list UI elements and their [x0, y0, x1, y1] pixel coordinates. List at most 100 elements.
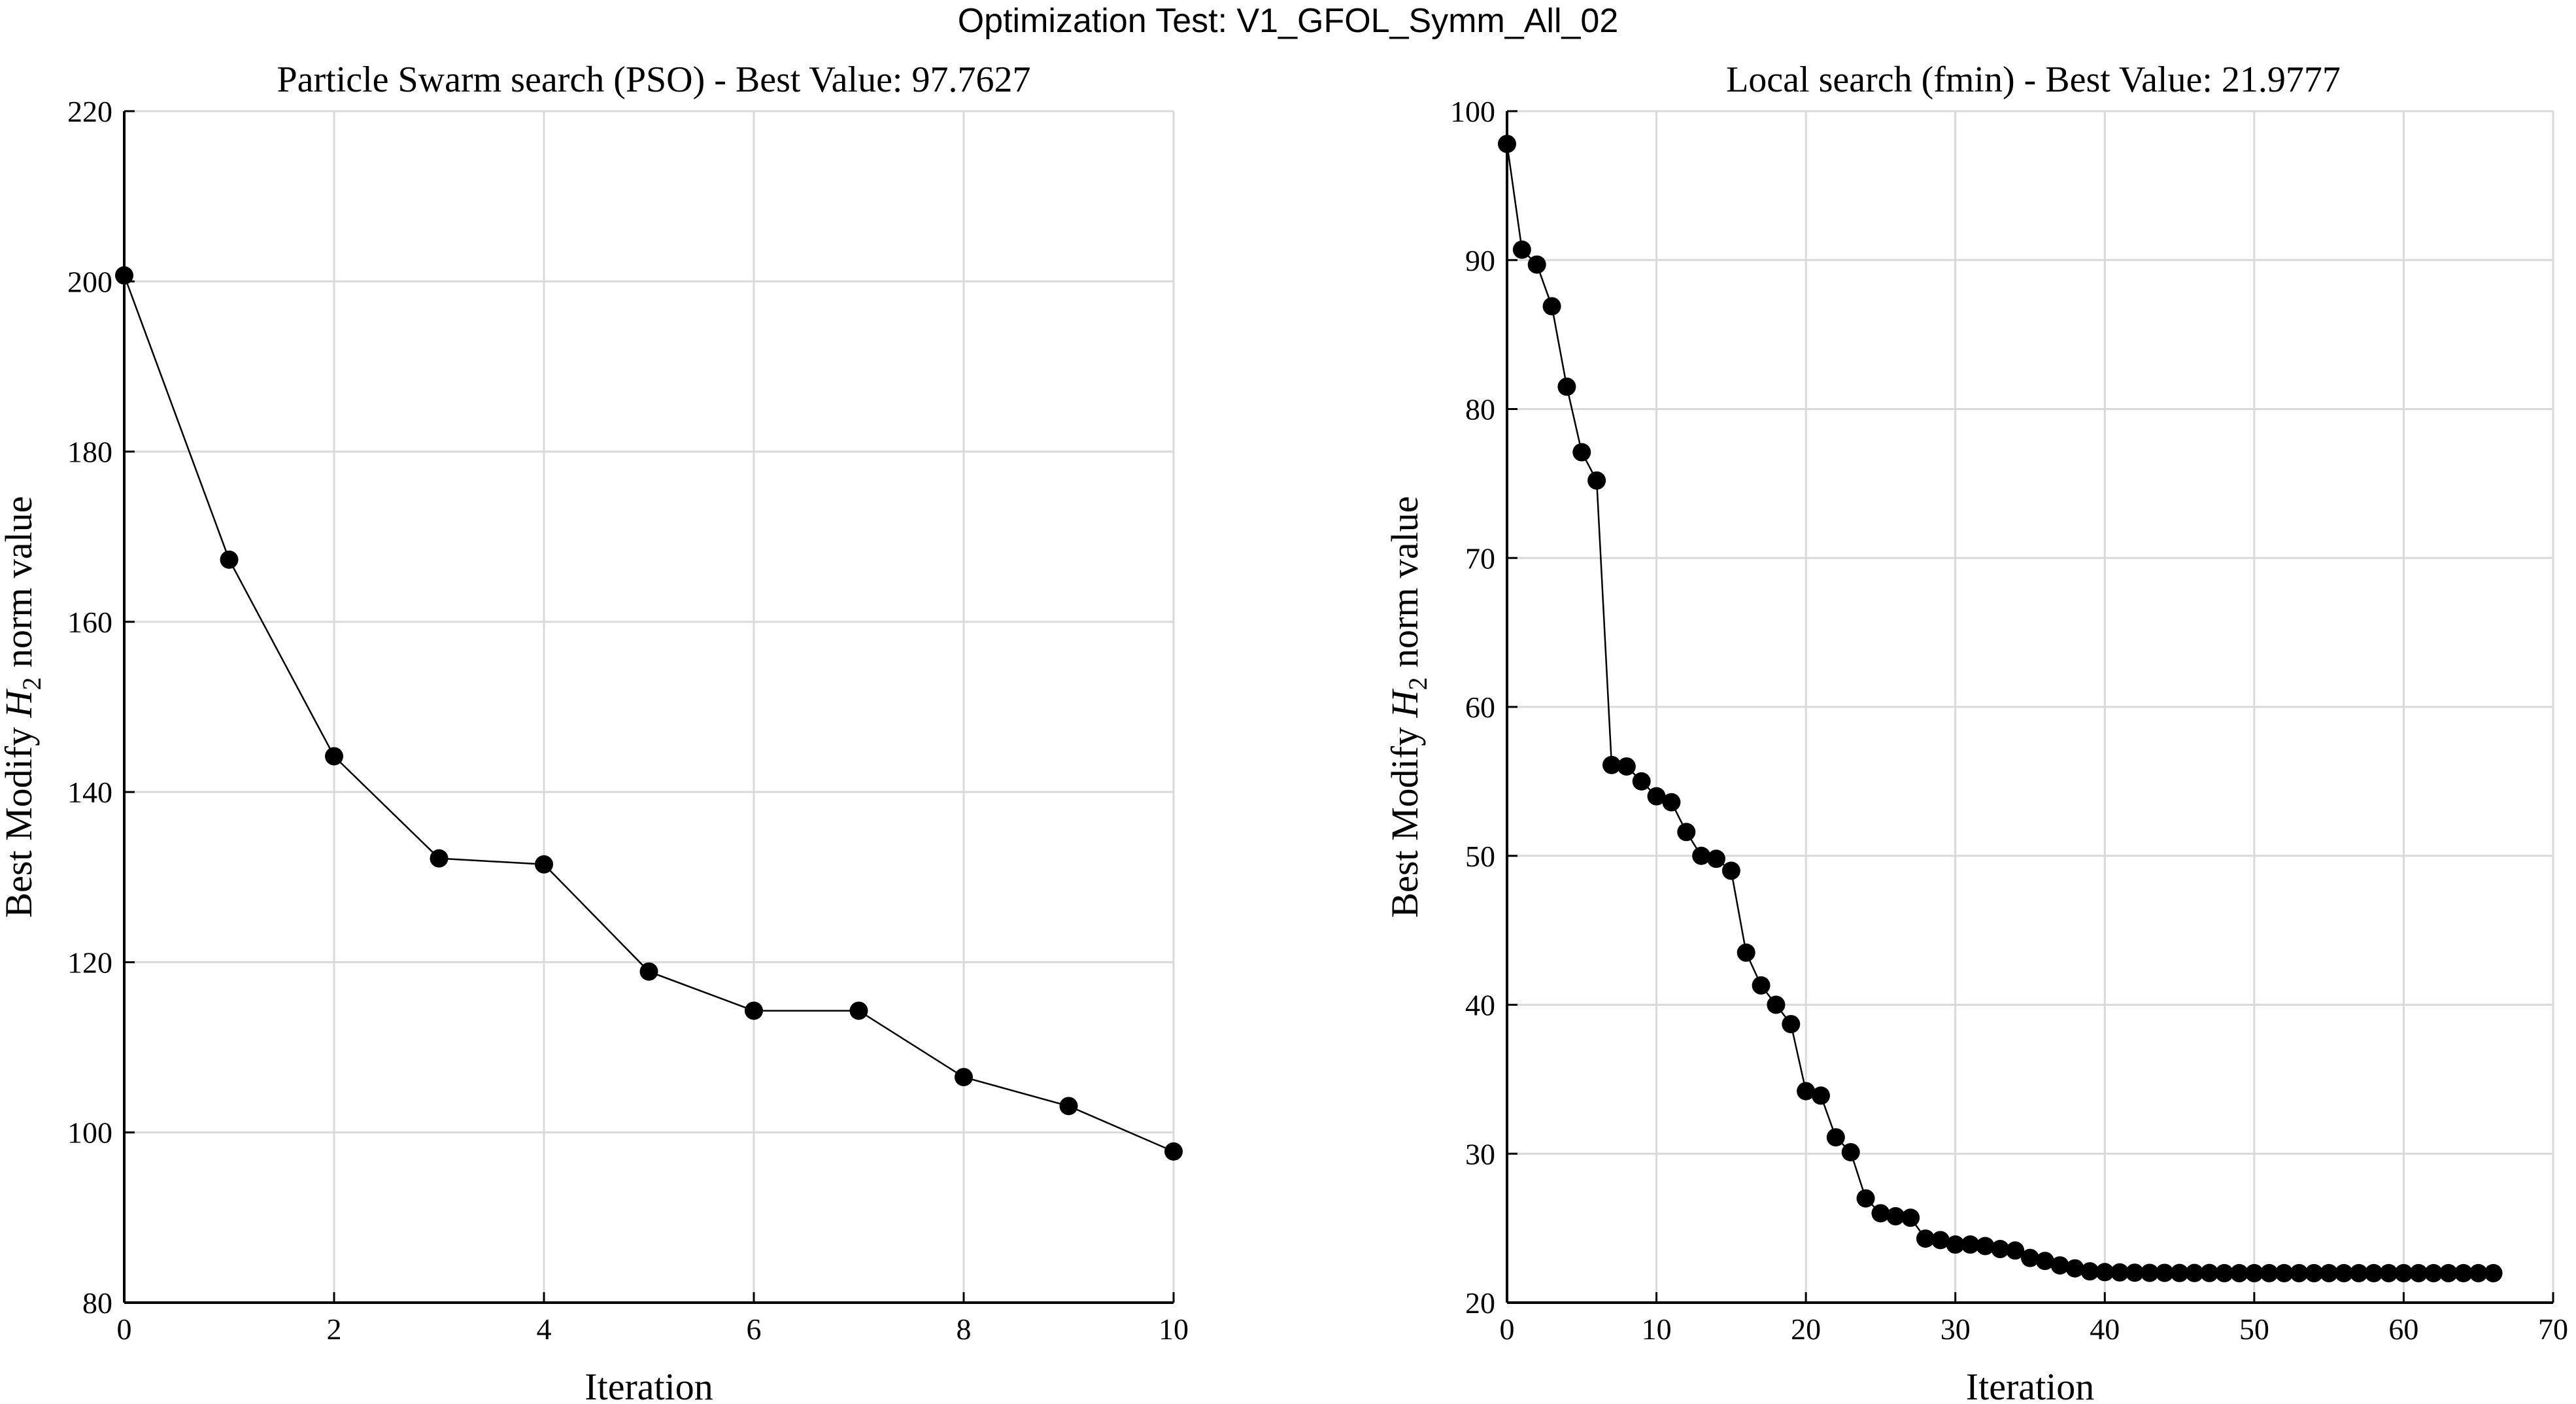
x-tick-label-6: 60: [2388, 1312, 2418, 1346]
data-point-40: [2095, 1263, 2114, 1282]
x-tick-label-7: 70: [2538, 1312, 2568, 1346]
pso-plot: 0 2 4 6 8 10 80 100 120 140 160 180 200 220 Particle S…: [0, 60, 1189, 1404]
data-point-55: [2320, 1263, 2339, 1282]
x-tick-label-3: 6: [747, 1312, 762, 1346]
y-label-part-2: H: [0, 688, 40, 718]
y-label-part-3: 2: [1403, 677, 1432, 691]
x-tick-label-2: 4: [537, 1312, 552, 1346]
data-point-56: [2335, 1263, 2353, 1282]
figure-title: Optimization Test: V1_GFOL_Symm_All_02: [957, 2, 1619, 40]
y-tick-label-0: 20: [1465, 1286, 1495, 1320]
data-point-65: [2469, 1263, 2488, 1282]
data-point-29: [1931, 1231, 1950, 1250]
data-point-0: [115, 266, 133, 285]
y-tick-label-4: 160: [67, 606, 112, 639]
y-label-part-3: 2: [17, 677, 46, 691]
data-point-50: [2245, 1263, 2263, 1282]
pso-plot-title: Particle Swarm search (PSO) - Best Value…: [277, 60, 1031, 100]
y-tick-label-8: 100: [1450, 95, 1495, 128]
data-point-0: [1498, 135, 1516, 154]
fmin-plot: 0 10 20 30 40 50 60 70 20 30 40 50 60 70 80 90 100 Local …: [1383, 60, 2568, 1404]
data-point-37: [2050, 1256, 2069, 1275]
data-point-36: [2035, 1252, 2054, 1271]
data-point-9: [1632, 772, 1651, 791]
y-tick-label-4: 60: [1465, 691, 1495, 724]
data-point-31: [1961, 1235, 1980, 1254]
y-tick-label-6: 200: [67, 265, 112, 298]
data-point-5: [1572, 443, 1591, 462]
data-point-7: [1602, 755, 1621, 774]
data-point-17: [1752, 976, 1771, 995]
x-tick-label-1: 10: [1642, 1312, 1672, 1346]
data-point-47: [2200, 1263, 2219, 1282]
x-axis-label: Iteration: [585, 1365, 713, 1404]
data-point-16: [1737, 943, 1755, 962]
data-point-2: [1527, 255, 1546, 274]
data-point-12: [1677, 823, 1696, 842]
y-axis-label: Best Modify H2 norm value: [0, 496, 46, 917]
data-point-43: [2140, 1263, 2159, 1282]
data-point-58: [2364, 1263, 2383, 1282]
data-point-18: [1767, 995, 1786, 1014]
y-tick-label-0: 80: [82, 1286, 112, 1320]
data-point-5: [639, 962, 658, 981]
data-point-34: [2006, 1241, 2025, 1260]
data-point-3: [430, 849, 449, 868]
series-line: [123, 275, 1174, 1153]
y-tick-label-5: 180: [67, 436, 112, 469]
x-tick-label-2: 20: [1791, 1312, 1821, 1346]
data-point-1: [220, 550, 239, 569]
data-point-2: [325, 747, 343, 766]
y-tick-label-1: 30: [1465, 1137, 1495, 1171]
x-tick-label-4: 40: [2090, 1312, 2120, 1346]
data-point-4: [1557, 377, 1576, 396]
data-point-19: [1782, 1015, 1801, 1034]
data-point-66: [2484, 1263, 2503, 1282]
data-point-8: [955, 1068, 973, 1087]
x-tick-label-5: 50: [2239, 1312, 2269, 1346]
data-point-33: [1991, 1240, 2010, 1259]
y-label-part-4: norm value: [1383, 496, 1426, 677]
series-line: [1506, 143, 2494, 1275]
y-tick-label-5: 70: [1465, 541, 1495, 575]
data-point-24: [1856, 1189, 1875, 1208]
y-tick-label-1: 100: [67, 1116, 112, 1150]
data-point-46: [2185, 1263, 2204, 1282]
data-point-53: [2290, 1263, 2309, 1282]
data-point-30: [1946, 1235, 1965, 1254]
y-tick-label-2: 120: [67, 946, 112, 979]
y-label-part-2: H: [1383, 688, 1426, 718]
data-point-22: [1826, 1128, 1845, 1147]
y-tick-label-2: 40: [1465, 989, 1495, 1022]
data-point-35: [2021, 1248, 2039, 1267]
data-point-42: [2126, 1263, 2144, 1282]
y-label-part-4: norm value: [0, 496, 40, 677]
data-point-41: [2110, 1263, 2129, 1282]
data-point-63: [2439, 1263, 2458, 1282]
data-point-25: [1871, 1204, 1890, 1223]
data-point-7: [849, 1001, 868, 1020]
data-point-51: [2260, 1263, 2279, 1282]
data-point-15: [1721, 861, 1740, 880]
x-tick-label-3: 30: [1940, 1312, 1971, 1346]
data-point-59: [2379, 1263, 2398, 1282]
x-tick-label-0: 0: [1500, 1312, 1515, 1346]
x-tick-label-0: 0: [117, 1312, 132, 1346]
data-point-4: [535, 855, 553, 874]
data-point-8: [1617, 757, 1636, 776]
y-tick-label-7: 90: [1465, 244, 1495, 277]
data-point-28: [1916, 1229, 1935, 1248]
data-point-21: [1812, 1086, 1830, 1105]
data-point-9: [1059, 1097, 1078, 1116]
y-tick-label-3: 50: [1465, 840, 1495, 873]
data-point-38: [2065, 1259, 2084, 1278]
data-point-48: [2215, 1263, 2234, 1282]
y-tick-label-7: 220: [67, 95, 112, 128]
data-point-10: [1164, 1142, 1183, 1161]
data-point-44: [2155, 1263, 2174, 1282]
data-point-13: [1692, 846, 1711, 865]
x-tick-label-4: 8: [957, 1312, 972, 1346]
y-label-part-1: Best Modify: [1383, 717, 1426, 917]
data-point-14: [1707, 849, 1725, 868]
